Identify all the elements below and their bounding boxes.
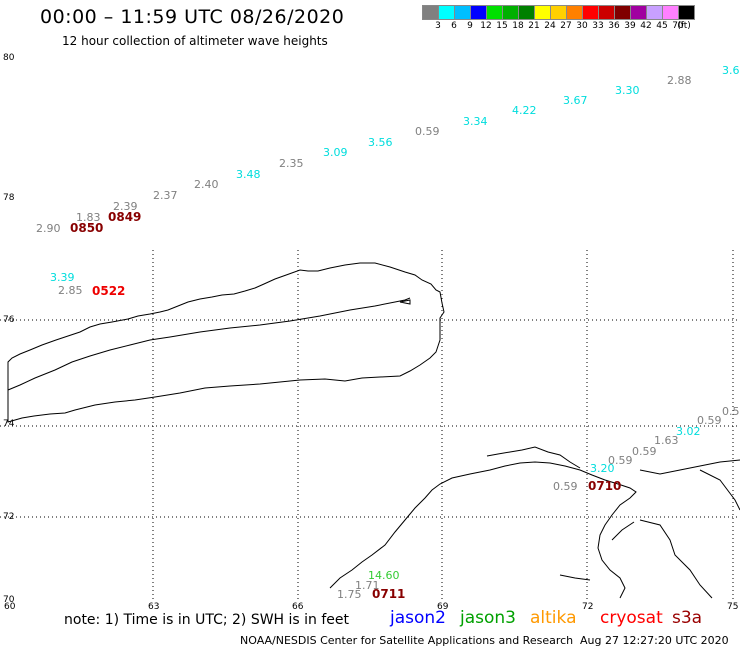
legend-label: 15 xyxy=(496,21,508,31)
swh-label: 3.09 xyxy=(323,146,348,159)
footnote: note: 1) Time is in UTC; 2) SWH is in fe… xyxy=(64,612,350,628)
latitude-label: 70 xyxy=(3,595,15,605)
color-scale-legend: 3 6 9 12 15 18 21 24 27 30 33 36 39 42 45 70 (ft) xyxy=(422,5,695,32)
longitude-label: 69 xyxy=(437,602,449,612)
mainland-coastline-east xyxy=(639,459,740,599)
coastlines xyxy=(7,262,740,599)
latitude-label: 72 xyxy=(3,512,14,522)
swh-label: 4.22 xyxy=(512,104,537,117)
swh-label: 2.35 xyxy=(279,157,304,170)
legend-label: 12 xyxy=(480,21,492,31)
latitude-label: 80 xyxy=(3,53,15,63)
longitude-labels: 60 63 66 69 72 75 xyxy=(4,602,738,612)
legend-label: 3 xyxy=(435,21,441,31)
mainland-coastline xyxy=(329,461,637,599)
legend-label: 33 xyxy=(592,21,604,31)
swh-label: 0.59 xyxy=(608,454,633,467)
latitude-label: 78 xyxy=(3,193,15,203)
island-coastline-north xyxy=(7,262,445,423)
swh-label: 1.71 xyxy=(355,579,380,592)
longitude-label: 63 xyxy=(148,602,159,612)
legend-label: 24 xyxy=(544,21,556,31)
swh-label: 14.60 xyxy=(368,569,400,582)
swh-label: 3.56 xyxy=(368,136,393,149)
swh-label: 0.59 xyxy=(415,125,440,138)
swh-label: 1.75 xyxy=(337,588,362,601)
swh-label: 2.88 xyxy=(667,74,692,87)
legend-label: 70 xyxy=(672,21,684,31)
legend-unit: (ft) xyxy=(677,21,691,31)
satellite-s3a: s3a xyxy=(672,608,703,628)
longitude-label: 75 xyxy=(727,602,738,612)
credit-line: NOAA/NESDIS Center for Satellite Applica… xyxy=(240,634,574,647)
legend-label: 42 xyxy=(640,21,652,31)
satellite-jason3: jason3 xyxy=(460,608,516,628)
legend-label: 45 xyxy=(656,21,668,31)
swh-label: 1.83 xyxy=(76,211,101,224)
pass-time-label: 0849 xyxy=(108,210,141,224)
satellite-jason2: jason2 xyxy=(390,608,446,628)
pass-time-label: 0850 xyxy=(70,221,103,235)
swh-label: 0.59 xyxy=(697,414,722,427)
swh-label: 3.48 xyxy=(236,168,261,181)
pass-time-label: 0710 xyxy=(588,479,621,493)
generated-timestamp: Aug 27 12:27:20 UTC 2020 xyxy=(580,634,729,647)
coastline-detail-east xyxy=(486,446,635,581)
legend-labels: 3 6 9 12 15 18 21 24 27 30 33 36 39 42 45 70 (ft) xyxy=(422,20,694,32)
latitude-labels: 80 78 76 74 72 70 xyxy=(3,53,15,605)
swh-label: 3.34 xyxy=(463,115,488,128)
swh-label: 3.02 xyxy=(676,425,701,438)
swh-label: 0.59 xyxy=(553,480,578,493)
graticule xyxy=(0,250,740,600)
swh-label: 3.6 xyxy=(722,64,740,77)
swh-label: 2.39 xyxy=(113,200,138,213)
legend-label: 18 xyxy=(512,21,524,31)
pass-times: 0850 0849 0522 0710 0711 xyxy=(70,210,621,601)
pass-time-label: 0522 xyxy=(92,284,125,298)
island-coastline-tip xyxy=(399,299,411,305)
map-title: 00:00 – 11:59 UTC 08/26/2020 xyxy=(40,6,345,28)
legend-label: 21 xyxy=(528,21,540,31)
swh-label: 2.85 xyxy=(58,284,83,297)
longitude-label: 66 xyxy=(292,602,304,612)
island-coastline-south xyxy=(7,297,411,391)
swh-label: 2.37 xyxy=(153,189,178,202)
satellite-altika: altika xyxy=(530,608,577,628)
swh-label: 2.90 xyxy=(36,222,61,235)
swh-label: 3.39 xyxy=(50,271,75,284)
legend-swatches xyxy=(422,5,695,20)
legend-label: 36 xyxy=(608,21,620,31)
swh-label: 0.59 xyxy=(632,445,657,458)
legend-swatch xyxy=(678,5,695,20)
swh-label: 3.67 xyxy=(563,94,588,107)
swh-observations: 2.90 1.83 2.39 2.37 2.40 3.48 2.35 3.09 3.56 0.59… xyxy=(36,64,740,601)
latitude-label: 76 xyxy=(3,315,15,325)
legend-label: 27 xyxy=(560,21,572,31)
map-subtitle: 12 hour collection of altimeter wave hei… xyxy=(62,34,328,48)
swh-label: 3.20 xyxy=(590,462,615,475)
swh-label: 2.40 xyxy=(194,178,219,191)
legend-label: 30 xyxy=(576,21,588,31)
swh-label: 3.30 xyxy=(615,84,640,97)
pass-time-label: 0711 xyxy=(372,587,405,601)
satellite-cryosat: cryosat xyxy=(600,608,663,628)
legend-label: 39 xyxy=(624,21,636,31)
swh-label: 0.5 xyxy=(722,405,740,418)
longitude-label: 72 xyxy=(582,602,593,612)
legend-label: 9 xyxy=(467,21,473,31)
swh-label: 1.63 xyxy=(654,434,679,447)
longitude-label: 60 xyxy=(4,602,16,612)
latitude-label: 74 xyxy=(3,419,15,429)
legend-label: 6 xyxy=(451,21,457,31)
